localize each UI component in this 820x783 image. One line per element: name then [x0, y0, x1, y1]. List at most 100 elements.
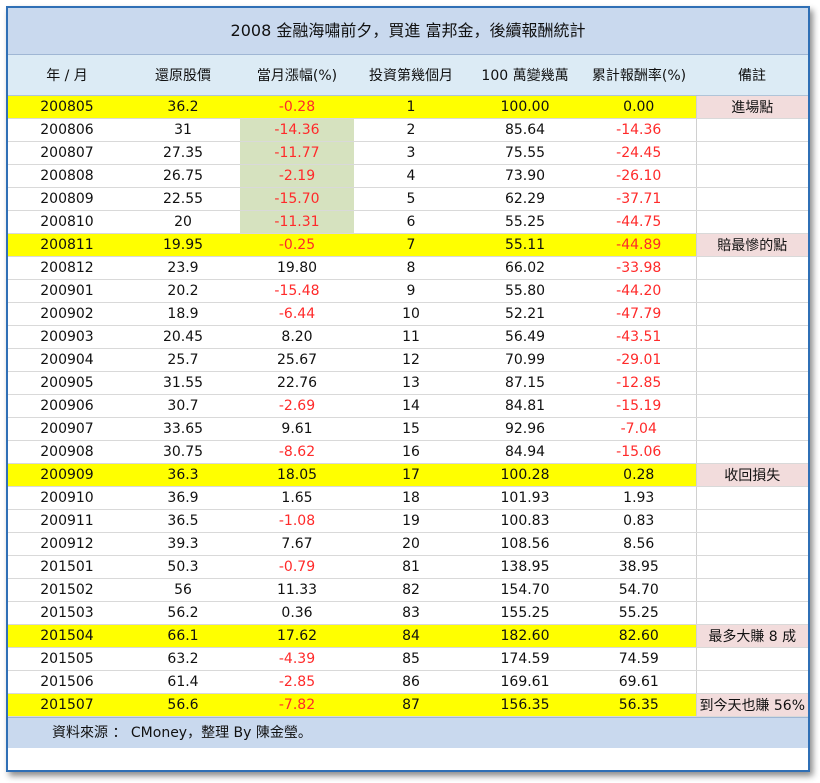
table-row: 200909 36.3 18.05 17 100.28 0.28 收回損失: [8, 463, 808, 487]
note-cell: [695, 486, 808, 510]
table-row: 201501 50.3 -0.79 81 138.95 38.95: [8, 555, 808, 579]
price-cell: 27.35: [126, 141, 240, 165]
header-cumulative-return: 累計報酬率(%): [582, 55, 696, 96]
table-row: 200806 31 -14.36 2 85.64 -14.36: [8, 118, 808, 142]
note-cell: [695, 279, 808, 303]
value-cell: 66.02: [468, 256, 582, 280]
note-cell: [695, 394, 808, 418]
month-number-cell: 17: [354, 463, 468, 487]
value-cell: 56.49: [468, 325, 582, 349]
cumulative-return-cell: 0.00: [582, 95, 696, 119]
value-cell: 84.94: [468, 440, 582, 464]
note-cell: [695, 417, 808, 441]
table-row: 200912 39.3 7.67 20 108.56 8.56: [8, 532, 808, 556]
price-cell: 19.95: [126, 233, 240, 257]
price-cell: 56.2: [126, 601, 240, 625]
value-cell: 70.99: [468, 348, 582, 372]
table-row: 200811 19.95 -0.25 7 55.11 -44.89 賠最慘的點: [8, 233, 808, 257]
cumulative-return-cell: -15.19: [582, 394, 696, 418]
note-cell: [695, 256, 808, 280]
note-cell: 收回損失: [695, 463, 808, 487]
value-cell: 75.55: [468, 141, 582, 165]
month-number-cell: 85: [354, 647, 468, 671]
table-row: 200808 26.75 -2.19 4 73.90 -26.10: [8, 164, 808, 188]
month-number-cell: 7: [354, 233, 468, 257]
value-cell: 55.11: [468, 233, 582, 257]
month-number-cell: 16: [354, 440, 468, 464]
cumulative-return-cell: 74.59: [582, 647, 696, 671]
monthly-change-cell: -6.44: [240, 302, 354, 326]
monthly-change-cell: 7.67: [240, 532, 354, 556]
monthly-change-cell: -0.79: [240, 555, 354, 579]
price-cell: 30.75: [126, 440, 240, 464]
month-number-cell: 8: [354, 256, 468, 280]
price-cell: 66.1: [126, 624, 240, 648]
price-cell: 18.9: [126, 302, 240, 326]
monthly-change-cell: -7.82: [240, 693, 354, 717]
year-month-cell: 200809: [8, 187, 126, 211]
price-cell: 20: [126, 210, 240, 234]
table-row: 200902 18.9 -6.44 10 52.21 -47.79: [8, 302, 808, 326]
year-month-cell: 200808: [8, 164, 126, 188]
table-row: 200908 30.75 -8.62 16 84.94 -15.06: [8, 440, 808, 464]
cumulative-return-cell: -37.71: [582, 187, 696, 211]
cumulative-return-cell: -12.85: [582, 371, 696, 395]
month-number-cell: 14: [354, 394, 468, 418]
year-month-cell: 200811: [8, 233, 126, 257]
note-cell: 到今天也賺 56%: [695, 693, 808, 717]
year-month-cell: 200907: [8, 417, 126, 441]
price-cell: 20.45: [126, 325, 240, 349]
table-row: 200805 36.2 -0.28 1 100.00 0.00 進場點: [8, 95, 808, 119]
table-row: 201506 61.4 -2.85 86 169.61 69.61: [8, 670, 808, 694]
cumulative-return-cell: -24.45: [582, 141, 696, 165]
table-row: 200901 20.2 -15.48 9 55.80 -44.20: [8, 279, 808, 303]
header-year-month: 年 / 月: [8, 55, 126, 96]
table-row: 201505 63.2 -4.39 85 174.59 74.59: [8, 647, 808, 671]
table-row: 200809 22.55 -15.70 5 62.29 -37.71: [8, 187, 808, 211]
month-number-cell: 1: [354, 95, 468, 119]
cumulative-return-cell: -43.51: [582, 325, 696, 349]
monthly-change-cell: -11.31: [240, 210, 354, 234]
value-cell: 100.28: [468, 463, 582, 487]
value-cell: 85.64: [468, 118, 582, 142]
page-title: 2008 金融海嘯前夕，買進 富邦金，後續報酬統計: [8, 8, 808, 55]
value-cell: 92.96: [468, 417, 582, 441]
value-cell: 100.83: [468, 509, 582, 533]
monthly-change-cell: -1.08: [240, 509, 354, 533]
value-cell: 87.15: [468, 371, 582, 395]
year-month-cell: 200901: [8, 279, 126, 303]
note-cell: [695, 601, 808, 625]
year-month-cell: 200905: [8, 371, 126, 395]
cumulative-return-cell: 82.60: [582, 624, 696, 648]
cumulative-return-cell: 56.35: [582, 693, 696, 717]
monthly-change-cell: 0.36: [240, 601, 354, 625]
monthly-change-cell: -2.69: [240, 394, 354, 418]
monthly-change-cell: 22.76: [240, 371, 354, 395]
year-month-cell: 201507: [8, 693, 126, 717]
month-number-cell: 15: [354, 417, 468, 441]
table-row: 201504 66.1 17.62 84 182.60 82.60 最多大賺 8 成: [8, 624, 808, 648]
monthly-change-cell: 1.65: [240, 486, 354, 510]
month-number-cell: 11: [354, 325, 468, 349]
note-cell: [695, 670, 808, 694]
value-cell: 155.25: [468, 601, 582, 625]
year-month-cell: 200909: [8, 463, 126, 487]
cumulative-return-cell: 0.83: [582, 509, 696, 533]
monthly-change-cell: 18.05: [240, 463, 354, 487]
value-cell: 108.56: [468, 532, 582, 556]
value-cell: 101.93: [468, 486, 582, 510]
note-cell: 進場點: [695, 95, 808, 119]
monthly-change-cell: -2.19: [240, 164, 354, 188]
cumulative-return-cell: -26.10: [582, 164, 696, 188]
table-row: 200906 30.7 -2.69 14 84.81 -15.19: [8, 394, 808, 418]
cumulative-return-cell: 1.93: [582, 486, 696, 510]
value-cell: 182.60: [468, 624, 582, 648]
value-cell: 156.35: [468, 693, 582, 717]
monthly-change-cell: 8.20: [240, 325, 354, 349]
monthly-change-cell: 19.80: [240, 256, 354, 280]
year-month-cell: 200807: [8, 141, 126, 165]
cumulative-return-cell: 69.61: [582, 670, 696, 694]
price-cell: 20.2: [126, 279, 240, 303]
month-number-cell: 18: [354, 486, 468, 510]
table-body: 200805 36.2 -0.28 1 100.00 0.00 進場點 200806 31 -14…: [8, 95, 808, 717]
